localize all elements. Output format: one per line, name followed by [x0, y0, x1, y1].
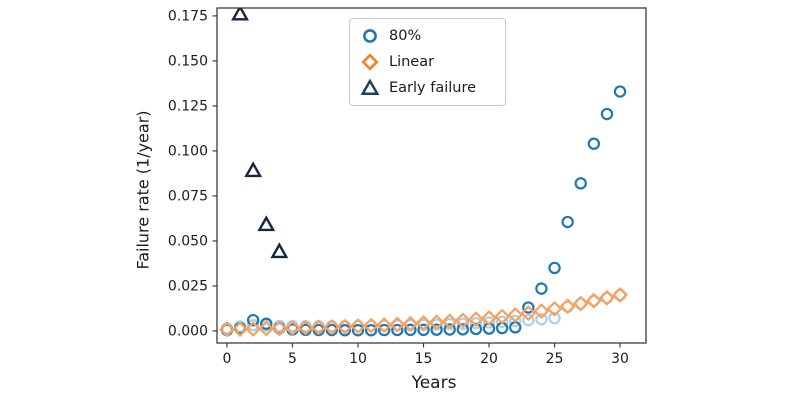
data-point-circle-1 — [548, 261, 561, 275]
data-point-circle-0 — [522, 313, 535, 327]
data-point-diamond-2 — [363, 317, 380, 334]
data-point-circle-1 — [600, 107, 614, 121]
data-point-diamond-2 — [323, 319, 340, 335]
x-tick-label: 10 — [349, 351, 367, 367]
data-point-circle-0 — [535, 313, 548, 326]
legend-item: Linear — [360, 52, 495, 72]
data-point-diamond-2 — [232, 321, 249, 338]
legend-item-label: Early failure — [389, 79, 477, 96]
data-point-circle-1 — [325, 323, 338, 337]
x-tick-label: 30 — [611, 351, 629, 367]
data-point-circle-0 — [548, 311, 561, 325]
data-point-circle-1 — [246, 313, 260, 327]
data-point-circle-0 — [456, 317, 470, 330]
data-point-diamond-2 — [310, 319, 327, 336]
data-point-diamond-2 — [402, 315, 419, 332]
data-point-diamond-2 — [559, 298, 576, 315]
data-point-diamond-2 — [494, 308, 511, 325]
data-point-diamond-2 — [428, 314, 445, 331]
data-point-diamond-2 — [441, 313, 458, 330]
data-point-circle-1 — [260, 317, 273, 330]
data-point-circle-1 — [535, 282, 548, 295]
legend-circle-icon — [363, 29, 377, 43]
data-point-triangle-3 — [231, 8, 250, 21]
data-point-circle-1 — [456, 323, 470, 336]
data-point-diamond-2 — [389, 316, 406, 333]
data-point-diamond-2 — [507, 306, 524, 323]
data-point-circle-1 — [430, 323, 443, 336]
data-point-circle-1 — [351, 324, 365, 337]
data-point-circle-1 — [417, 323, 430, 337]
y-tick-label: 0.025 — [168, 279, 208, 295]
x-tick-label: 25 — [546, 351, 564, 367]
data-point-diamond-2 — [454, 312, 471, 329]
data-point-circle-1 — [443, 323, 456, 336]
y-tick-label: 0.100 — [168, 144, 208, 160]
legend: 80% Linear Early failure — [349, 18, 506, 106]
y-tick-label: 0.125 — [168, 99, 208, 115]
data-point-circle-1 — [404, 323, 417, 337]
data-point-circle-1 — [509, 321, 522, 334]
x-tick-label: 5 — [288, 351, 297, 367]
data-point-circle-0 — [469, 316, 483, 330]
data-point-diamond-2 — [258, 320, 275, 337]
data-point-circle-1 — [574, 177, 587, 190]
data-point-diamond-2 — [520, 305, 537, 322]
data-point-triangle-3 — [257, 215, 276, 232]
data-point-diamond-2 — [572, 295, 589, 312]
data-point-diamond-2 — [297, 319, 314, 336]
legend-item: Early failure — [360, 78, 495, 98]
data-point-circle-1 — [522, 301, 535, 314]
data-point-circle-1 — [561, 215, 574, 229]
data-point-circle-1 — [613, 85, 627, 98]
data-point-diamond-2 — [612, 286, 629, 303]
data-point-triangle-3 — [244, 161, 263, 178]
data-point-circle-0 — [482, 316, 496, 329]
data-point-diamond-2 — [376, 317, 393, 333]
data-point-diamond-2 — [585, 292, 602, 309]
data-point-diamond-2 — [533, 303, 550, 320]
y-tick-label: 0.075 — [168, 189, 208, 205]
legend-item-label: Linear — [389, 53, 435, 70]
legend-diamond-icon — [361, 53, 379, 71]
data-point-circle-0 — [246, 318, 260, 332]
y-tick-label: 0.050 — [168, 234, 208, 250]
data-point-circle-1 — [587, 137, 601, 150]
data-point-diamond-2 — [271, 320, 288, 337]
x-tick-label: 15 — [415, 351, 433, 367]
data-point-circle-1 — [469, 322, 483, 336]
x-tick-label: 0 — [222, 351, 231, 367]
data-point-diamond-2 — [350, 318, 366, 335]
data-point-circle-1 — [338, 324, 352, 337]
data-point-circle-1 — [391, 323, 404, 337]
data-point-diamond-2 — [467, 311, 484, 328]
data-point-diamond-2 — [219, 321, 235, 338]
y-axis-label: Failure rate (1/year) — [133, 110, 153, 270]
plot-frame — [216, 7, 647, 344]
data-point-diamond-2 — [336, 318, 353, 335]
data-point-diamond-2 — [598, 289, 615, 306]
x-tick-label: 20 — [480, 351, 498, 367]
data-point-diamond-2 — [481, 310, 497, 326]
data-point-circle-0 — [509, 314, 522, 328]
data-point-diamond-2 — [245, 321, 262, 337]
legend-item-label: 80% — [389, 27, 422, 44]
data-point-diamond-2 — [415, 315, 432, 331]
legend-item: 80% — [360, 26, 495, 46]
x-axis-label: Years — [411, 373, 457, 393]
data-point-circle-0 — [495, 315, 509, 328]
y-tick-label: 0.175 — [168, 9, 208, 25]
data-point-diamond-2 — [284, 320, 301, 337]
data-point-diamond-2 — [546, 300, 563, 317]
data-point-circle-1 — [377, 323, 391, 337]
legend-triangle-icon — [360, 78, 380, 95]
data-point-circle-1 — [364, 324, 378, 337]
y-tick-label: 0.000 — [168, 324, 208, 340]
y-tick-label: 0.150 — [168, 54, 208, 70]
data-point-triangle-3 — [270, 242, 289, 259]
